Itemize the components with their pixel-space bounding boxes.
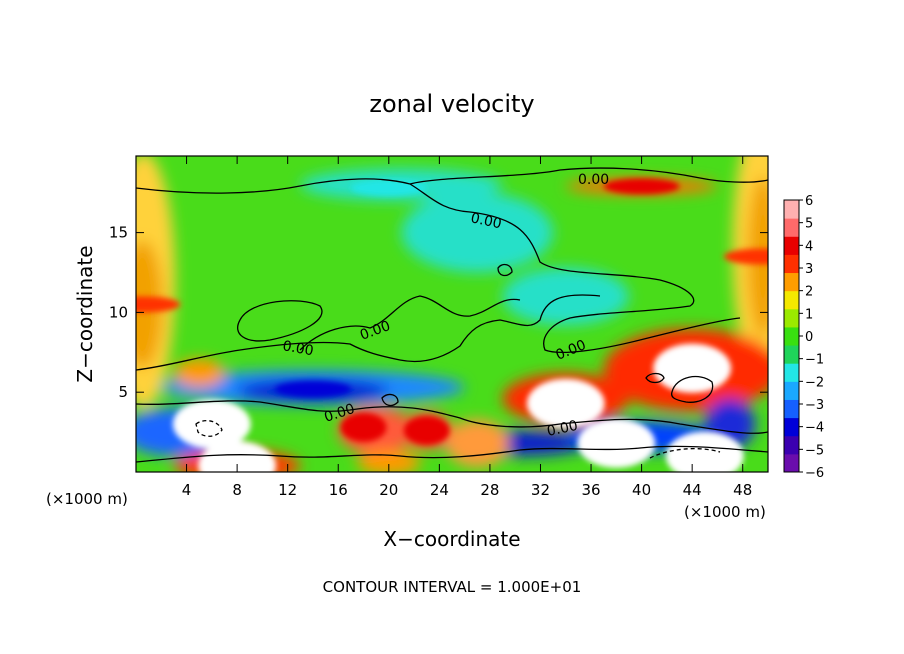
feature-positive-core (653, 343, 732, 393)
colorbar-swatch (784, 272, 799, 292)
x-axis-label: X−coordinate (383, 527, 520, 551)
contour-label: 0.00 (281, 338, 314, 359)
colorbar: 6 5 4 3 2 1 0 −1 −2 −3 −4 −5 −6 (783, 194, 824, 481)
feature-negative-band (275, 381, 351, 397)
contour-ring-core-2 (645, 372, 665, 384)
plot-frame (135, 155, 769, 473)
colorbar-tick-label: −4 (805, 421, 824, 436)
colorbar-tick-label: 0 (805, 330, 813, 345)
colorbar-tick-label: −1 (805, 353, 824, 368)
contour-label: 0.00 (546, 418, 580, 440)
colorbar-tick-label: 3 (805, 262, 813, 277)
colorbar-swatch (784, 236, 799, 255)
colorbar-swatch (784, 453, 799, 473)
zero-contour-upper (136, 178, 741, 354)
colorbar-swatch (784, 345, 799, 364)
colorbar-tick-label: −3 (805, 398, 824, 413)
x-tick-label: 24 (430, 481, 449, 499)
colorbar-tick-label: −6 (805, 466, 824, 481)
x-tick-label: 36 (581, 481, 600, 499)
x-tick-label: 28 (480, 481, 499, 499)
colorbar-swatch (784, 417, 799, 437)
colorbar-tick-label: 1 (805, 307, 813, 322)
contour-ring-core-1 (670, 375, 714, 403)
contour-label: 0.00 (469, 210, 503, 232)
y-tick-label: 5 (118, 383, 128, 401)
zero-contour-upper-2 (409, 167, 768, 185)
feature-positive-core (198, 441, 277, 472)
y-tick-label: 10 (109, 303, 128, 321)
x-tick-label: 8 (232, 481, 242, 499)
colorbar-swatch (784, 200, 799, 219)
zero-contour-bottom (136, 445, 768, 463)
contour-interval-note: CONTOUR INTERVAL = 1.000E+01 (323, 578, 582, 596)
x-tick-label: 48 (733, 481, 752, 499)
zero-contour-middle (136, 294, 601, 371)
colorbar-swatch (784, 399, 799, 419)
positive-area (173, 358, 225, 388)
contour-small-1 (497, 263, 513, 277)
feature-positive-core (340, 412, 387, 442)
colorbar-swatch (784, 218, 799, 237)
colorbar-swatch (784, 435, 799, 455)
x-tick-label: 16 (329, 481, 348, 499)
y-axis: 5 10 15 (109, 224, 768, 401)
colorbar-swatch (784, 326, 799, 346)
colorbar-swatch (784, 290, 799, 310)
plot-area (136, 156, 768, 472)
zero-contours (136, 167, 768, 463)
colorbar-swatch (784, 363, 799, 382)
colorbar-tick-label: 6 (805, 194, 813, 209)
colorbar-tick-label: 2 (805, 285, 813, 300)
velocity-cores (136, 178, 768, 472)
x-unit-left: (×1000 m) (46, 490, 128, 508)
feature-negative-core (665, 431, 744, 472)
weak-negative-area (401, 192, 554, 273)
y-tick-label: 15 (109, 224, 128, 242)
x-tick-label: 44 (683, 481, 702, 499)
zero-contour-closed-1 (237, 300, 323, 342)
feature-positive-core (526, 378, 605, 428)
y-axis-label: Z−coordinate (73, 245, 97, 382)
x-tick-label: 12 (278, 481, 297, 499)
x-axis: 4 8 12 16 20 24 28 32 36 40 44 48 (182, 156, 752, 499)
x-tick-label: 20 (379, 481, 398, 499)
contour-dashed-1 (195, 419, 223, 437)
feature-negative-core (172, 399, 251, 449)
colorbar-tick-label: 5 (805, 217, 813, 232)
chart-title: zonal velocity (369, 90, 534, 118)
x-tick-label: 40 (632, 481, 651, 499)
positive-area (445, 419, 509, 468)
x-unit-right: (×1000 m) (684, 503, 766, 521)
colorbar-tick-label: −2 (805, 375, 824, 390)
feature-positive-core (403, 415, 450, 446)
feature-negative-core (577, 418, 656, 468)
feature-positive-edge (136, 296, 181, 313)
feature-positive-edge (723, 248, 768, 265)
colorbar-swatch (784, 308, 799, 328)
zero-contour-middle-2 (299, 295, 521, 351)
colorbar-swatch (784, 381, 799, 400)
colorbar-tick-label: 4 (805, 239, 813, 254)
colorbar-swatch (784, 254, 799, 274)
colorbar-tick-label: −5 (805, 443, 824, 458)
contour-dashed-2 (649, 448, 721, 459)
x-tick-label: 4 (182, 481, 192, 499)
contour-small-2 (381, 393, 399, 407)
feature-positive-band (603, 178, 680, 195)
contour-label: 0.00 (578, 172, 609, 188)
x-tick-label: 32 (531, 481, 550, 499)
zero-contour-lower (136, 400, 768, 434)
